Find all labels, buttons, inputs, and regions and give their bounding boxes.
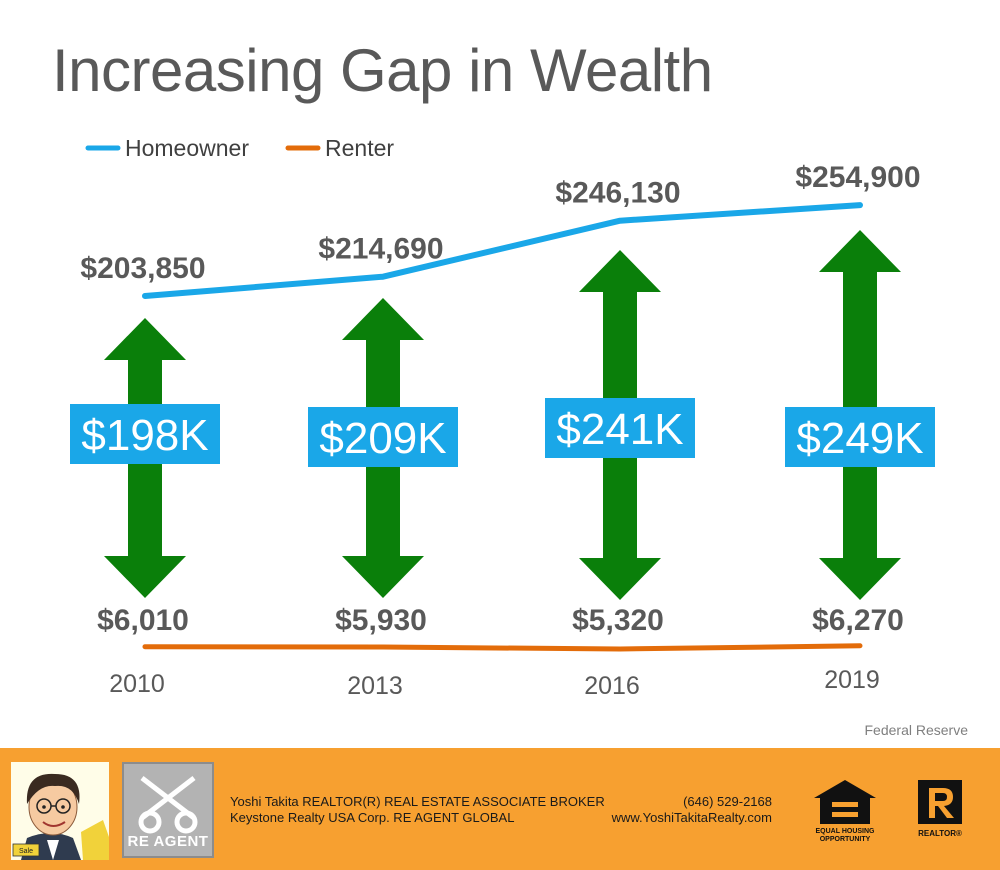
x-tick-label: 2016 <box>584 672 640 700</box>
contact-info: (646) 529-2168 www.YoshiTakitaRealty.com <box>600 794 772 826</box>
gap-value-label: $249K <box>796 414 923 463</box>
legend-label-renter: Renter <box>325 135 394 161</box>
realtor-caption: REALTOR® <box>918 829 962 838</box>
homeowner-data-label: $254,900 <box>795 161 920 194</box>
website-link[interactable]: www.YoshiTakitaRealty.com <box>611 810 772 825</box>
gap-value-box <box>70 404 220 464</box>
re-agent-logo-text: RE AGENT <box>127 833 209 850</box>
agent-info: Yoshi Takita REALTOR(R) REAL ESTATE ASSO… <box>230 794 605 826</box>
phone-number[interactable]: (646) 529-2168 <box>683 794 772 809</box>
gap-value-box <box>308 407 458 467</box>
chart-title: Increasing Gap in Wealth <box>52 37 713 104</box>
agent-caricature-image: Sale <box>11 762 109 860</box>
homeowner-line <box>142 202 863 299</box>
legend-label-homeowner: Homeowner <box>125 135 249 161</box>
homeowner-data-label: $203,850 <box>80 252 205 285</box>
renter-data-label: $6,270 <box>812 604 904 637</box>
gap-value-box <box>785 407 935 467</box>
footer-banner: Sale RE AGENT Yoshi Takita REALTOR(R) RE… <box>0 748 1000 870</box>
gap-value-box <box>545 398 695 458</box>
x-tick-label: 2013 <box>347 672 403 700</box>
photo-sign-text: Sale <box>19 848 33 855</box>
keys-icon <box>138 776 198 834</box>
agency-line: Keystone Realty USA Corp. RE AGENT GLOBA… <box>230 810 515 825</box>
homeowner-data-label: $214,690 <box>318 233 443 266</box>
x-tick-label: 2010 <box>109 670 165 698</box>
re-agent-logo: RE AGENT <box>122 762 214 858</box>
renter-line <box>142 643 863 652</box>
x-tick-label: 2019 <box>824 666 880 694</box>
eho-caption: EQUAL HOUSING OPPORTUNITY <box>815 828 875 843</box>
gap-value-label: $209K <box>319 414 446 463</box>
agent-name-line: Yoshi Takita REALTOR(R) REAL ESTATE ASSO… <box>230 794 605 809</box>
gap-value-label: $241K <box>556 405 683 454</box>
realtor-icon: REALTOR® <box>912 778 968 844</box>
gap-value-label: $198K <box>81 411 208 460</box>
source-note: Federal Reserve <box>864 722 969 738</box>
renter-data-label: $6,010 <box>97 604 189 637</box>
equal-housing-icon: EQUAL HOUSING OPPORTUNITY <box>810 778 880 844</box>
homeowner-data-label: $246,130 <box>555 177 680 210</box>
renter-data-label: $5,930 <box>335 604 427 637</box>
renter-data-label: $5,320 <box>572 604 664 637</box>
wealth-chart: Homeowner Renter $198K $209K $241K $249K $203,… <box>70 135 935 700</box>
